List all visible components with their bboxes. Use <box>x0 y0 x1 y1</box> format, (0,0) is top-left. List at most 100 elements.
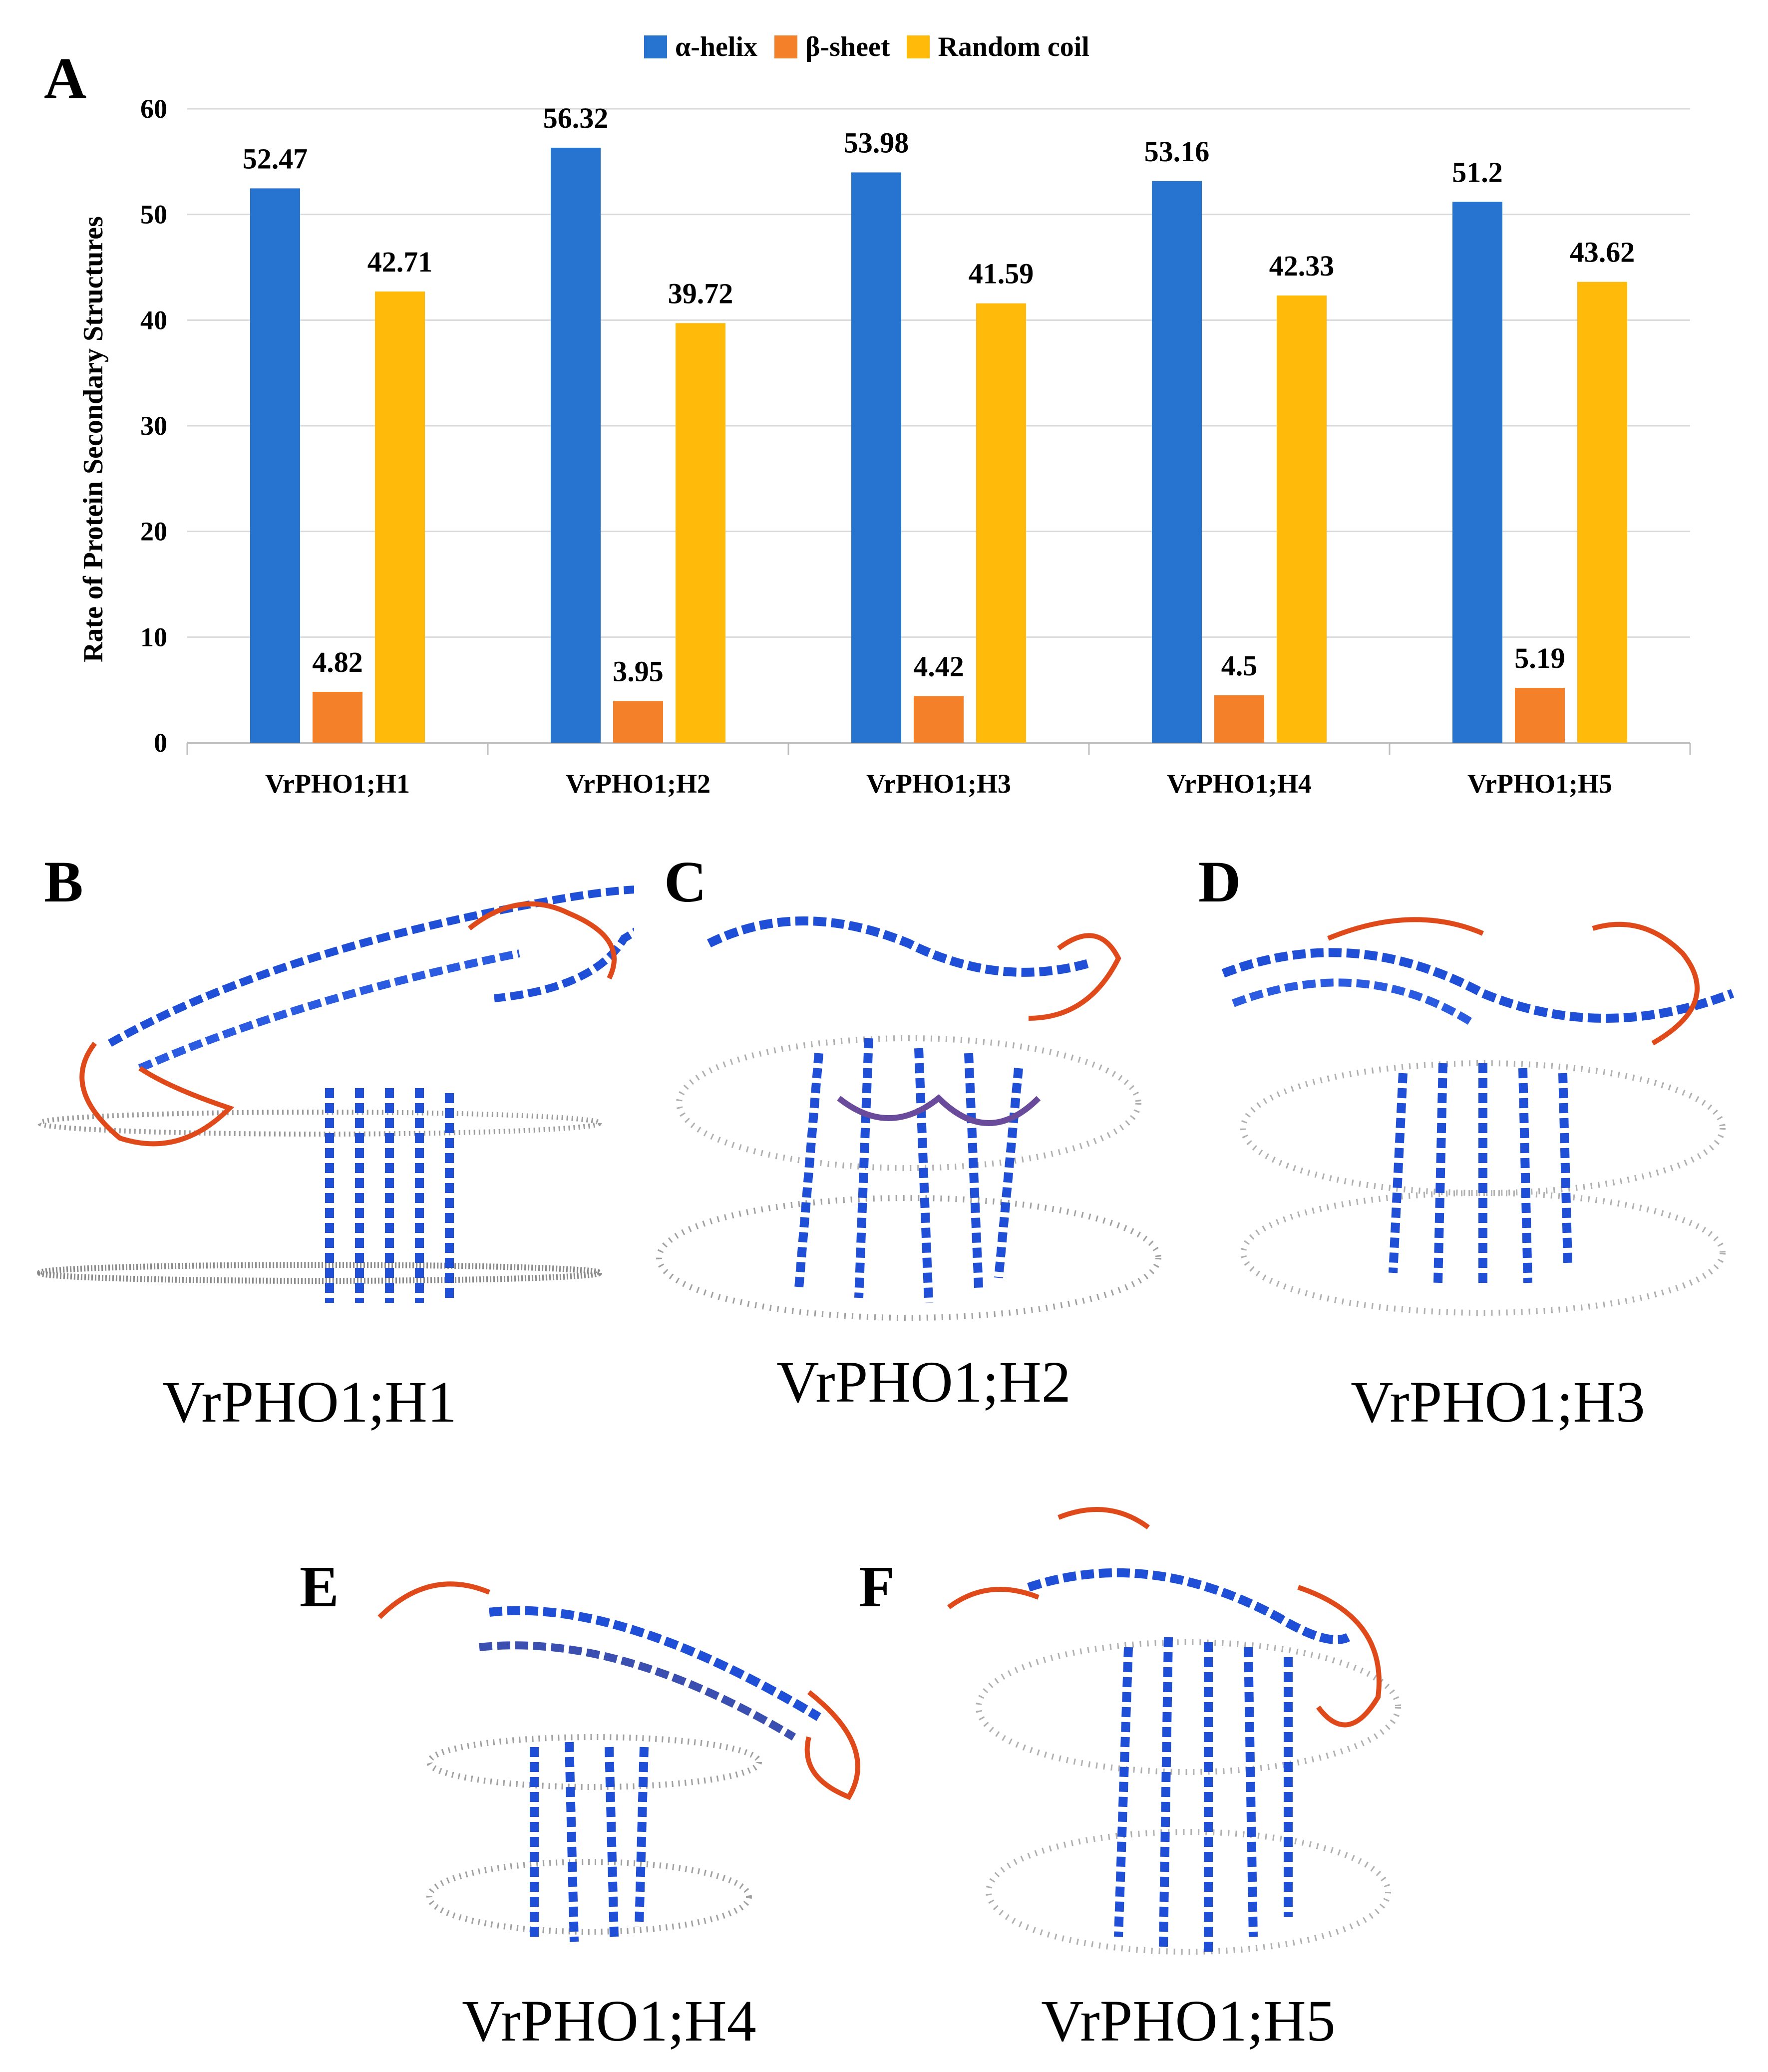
panel-label-f: F <box>859 1554 895 1619</box>
membrane-plane <box>37 1262 602 1284</box>
transmembrane-helices <box>794 1038 1023 1303</box>
data-label: 52.47 <box>243 142 308 175</box>
data-label: 42.71 <box>367 246 433 278</box>
legend-item-helix: α-helix <box>644 31 757 63</box>
data-label: 53.16 <box>1144 135 1210 168</box>
data-label: 41.59 <box>969 258 1034 290</box>
caption-h2: VrPHO1;H2 <box>776 1349 1071 1415</box>
coil-ribbon <box>377 1581 860 1800</box>
transmembrane-helices <box>1389 1063 1572 1288</box>
x-category-label: VrPHO1;H1 <box>265 769 410 799</box>
legend-swatch-coil <box>907 35 930 58</box>
data-label: 51.2 <box>1452 156 1503 188</box>
helix-ribbon <box>138 949 520 1072</box>
data-label: 39.72 <box>668 277 733 309</box>
y-axis-ticks: 0 10 20 30 40 50 60 <box>140 94 167 758</box>
helix-ribbon <box>1027 1568 1351 1644</box>
helix-ribbon <box>108 886 634 1047</box>
legend-label-coil: Random coil <box>938 31 1089 62</box>
bar-random-coil-2 <box>676 323 725 743</box>
helix-ribbon <box>707 916 1090 977</box>
membrane-plane <box>426 1859 752 1935</box>
chart-legend: α-helix β-sheet Random coil <box>644 31 1106 63</box>
bar-chart: 0 10 20 30 40 50 60 52.47 4.82 42.71 56.32 3.95 39.… <box>78 94 1691 799</box>
membrane-plane <box>976 1639 1401 1775</box>
structure-model-h2 <box>656 916 1161 1321</box>
coil-ribbon <box>947 1507 1382 1728</box>
data-label: 4.82 <box>312 646 363 678</box>
bar-random-coil-1 <box>375 291 425 743</box>
coil-ribbon <box>1327 917 1700 1046</box>
bar--sheet-4 <box>1214 695 1264 743</box>
panel-label-d: D <box>1198 849 1241 914</box>
y-tick-label: 20 <box>140 517 167 547</box>
coil-ribbon <box>1028 933 1121 1021</box>
bar--helix-2 <box>551 147 601 743</box>
x-category-label: VrPHO1;H2 <box>566 769 710 799</box>
helix-ribbon <box>488 1606 821 1721</box>
transmembrane-helices <box>1114 1637 1293 1952</box>
data-label: 43.62 <box>1570 236 1635 269</box>
x-axis-categories: VrPHO1;H1 VrPHO1;H2 VrPHO1;H3 VrPHO1;H4 VrPH… <box>265 769 1612 799</box>
structure-model-h3 <box>1221 917 1735 1316</box>
membrane-plane <box>426 1734 762 1790</box>
bar--sheet-1 <box>313 691 362 743</box>
caption-h1: VrPHO1;H1 <box>162 1369 457 1435</box>
membrane-plane <box>1240 1060 1726 1196</box>
legend-label-helix: α-helix <box>675 31 758 62</box>
structure-model-h1 <box>37 886 634 1303</box>
structure-model-h4 <box>377 1581 860 1942</box>
x-category-label: VrPHO1;H4 <box>1167 769 1312 799</box>
membrane-plane <box>676 1035 1141 1171</box>
data-label: 4.42 <box>913 650 964 682</box>
helix-ribbon <box>479 1641 796 1741</box>
caption-h3: VrPHO1;H3 <box>1351 1369 1645 1435</box>
bar--sheet-3 <box>914 696 964 743</box>
y-axis-label: Rate of Protein Secondary Structures <box>78 216 109 662</box>
membrane-plane <box>37 1110 602 1137</box>
legend-label-sheet: β-sheet <box>805 31 890 62</box>
panel-label-b: B <box>44 849 83 914</box>
structure-model-h5 <box>947 1507 1401 1955</box>
loop-ribbon <box>837 1094 1041 1126</box>
data-label: 56.32 <box>543 102 609 134</box>
bar-random-coil-4 <box>1277 296 1327 743</box>
bar--sheet-2 <box>613 701 663 743</box>
data-label: 42.33 <box>1269 250 1335 282</box>
y-tick-label: 30 <box>140 411 167 441</box>
bar--helix-3 <box>851 172 901 743</box>
data-label: 3.95 <box>613 655 664 687</box>
caption-h4: VrPHO1;H4 <box>462 1988 756 2054</box>
membrane-plane <box>986 1829 1391 1955</box>
y-tick-label: 10 <box>140 622 167 652</box>
transmembrane-helices <box>325 1088 454 1303</box>
caption-h5: VrPHO1;H5 <box>1041 1988 1336 2054</box>
legend-swatch-helix <box>644 35 667 58</box>
membrane-plane <box>656 1195 1161 1321</box>
membrane-plane <box>1240 1190 1726 1316</box>
panel-label-e: E <box>300 1554 339 1619</box>
bar--helix-1 <box>250 188 300 743</box>
legend-item-coil: Random coil <box>907 31 1089 63</box>
coil-ribbon <box>79 1041 235 1147</box>
y-tick-label: 60 <box>140 94 167 124</box>
bar--sheet-5 <box>1515 688 1565 743</box>
bar-random-coil-5 <box>1577 282 1627 743</box>
bar-random-coil-3 <box>976 303 1026 743</box>
coil-ribbon <box>467 901 617 980</box>
y-tick-label: 40 <box>140 305 167 335</box>
y-tick-label: 50 <box>140 200 167 230</box>
x-category-label: VrPHO1;H3 <box>866 769 1011 799</box>
panel-label-a: A <box>44 45 87 111</box>
bar--helix-5 <box>1452 202 1502 743</box>
transmembrane-helices <box>530 1742 649 1942</box>
bar--helix-4 <box>1152 181 1202 743</box>
panel-label-c: C <box>664 849 707 914</box>
data-labels: 52.47 4.82 42.71 56.32 3.95 39.72 53.98 4.42 41.… <box>243 102 1635 687</box>
x-category-label: VrPHO1;H5 <box>1467 769 1612 799</box>
data-label: 53.98 <box>844 126 909 159</box>
legend-item-sheet: β-sheet <box>774 31 890 63</box>
y-tick-label: 0 <box>154 728 167 758</box>
helix-ribbon <box>1221 948 1735 1023</box>
bars <box>250 147 1627 743</box>
